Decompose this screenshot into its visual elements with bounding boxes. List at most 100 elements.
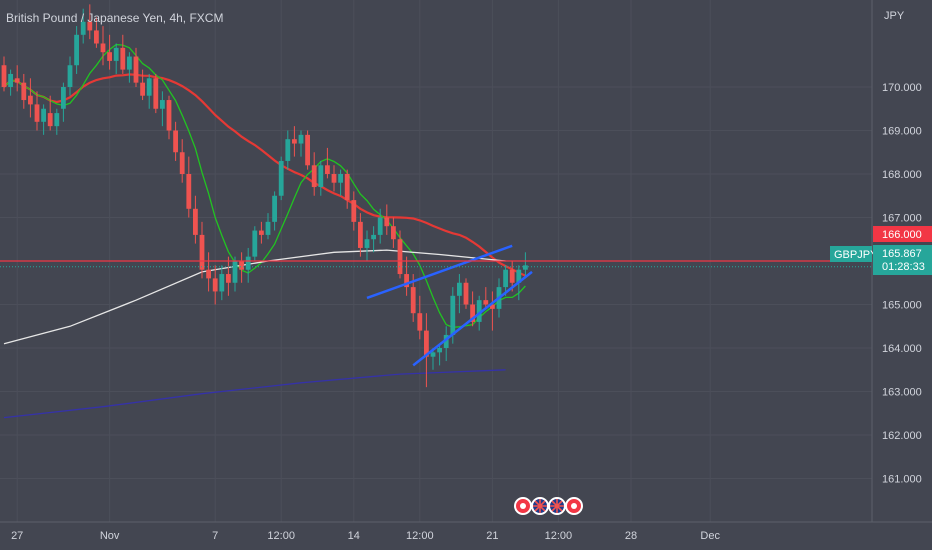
candle-body [351,200,357,222]
x-tick-label: 12:00 [406,530,434,542]
candle-body [450,295,456,335]
candle-body [232,261,238,283]
candle [8,69,13,96]
candle [14,65,20,92]
price-tag-box [873,245,932,275]
candle-body [377,217,383,235]
candle [483,287,489,309]
candle [371,226,376,253]
candle-body [61,87,66,109]
candle [179,139,185,183]
candle-body [80,21,86,35]
chart-title: British Pound / Japanese Yen, 4h, FXCM [6,11,223,25]
candle-body [272,195,277,222]
candle-body [226,274,231,283]
candle [252,226,258,261]
candle [358,213,363,257]
time-axis[interactable]: 27 Nov 7 12:00 14 12:00 21 12:00 28 Dec [11,530,720,542]
channel-lower-line[interactable] [412,270,533,367]
y-tick-label: 162.000 [882,430,922,442]
candle-body [318,165,324,188]
candle [94,17,99,48]
candle [160,91,165,127]
candle [430,348,436,370]
candle [140,69,145,101]
candle-body [509,269,515,283]
candle [80,8,86,44]
ma-red-line [3,73,526,277]
x-tick-label: 28 [625,530,637,542]
candle [265,213,271,240]
x-tick-label: 21 [486,530,498,542]
candle-body [443,334,449,348]
candle [344,169,350,209]
candle-body [410,287,416,314]
candle-body [358,221,363,248]
candle-body [430,352,436,357]
candle [100,26,106,66]
candle-body [199,234,205,270]
candle-body [483,300,489,305]
event-marker-gb-flag-icon[interactable] [531,497,549,515]
candle-body [245,256,251,270]
candle-body [523,265,528,270]
candle-body [298,134,304,144]
candle-body [67,65,73,87]
candle [186,156,192,218]
candle-body [8,73,13,87]
candle [285,130,291,170]
candle [34,91,40,131]
candle [417,295,423,340]
y-tick-label: 165.000 [882,300,922,312]
event-markers[interactable] [514,497,583,515]
moving-averages [3,43,526,419]
y-tick-label: 161.000 [882,474,922,486]
candle-body [140,82,145,96]
candle-body [371,234,376,240]
candle-body [34,104,40,122]
candle [523,252,528,279]
candle-body [120,47,126,70]
event-marker-gb-flag-icon-2[interactable] [548,497,566,515]
candle [259,221,264,244]
candle-body [21,82,27,101]
candle [272,191,277,231]
candle-body [503,269,508,288]
y-tick-label: 163.000 [882,387,922,399]
x-tick-label: Dec [700,530,720,542]
candle-body [41,108,46,122]
candle [41,104,46,135]
price-tag-countdown: 01:28:33 [882,261,925,273]
candle-body [344,174,350,201]
candle-body [107,52,112,61]
candle [54,108,60,135]
event-marker-2[interactable] [565,497,583,515]
candle [239,252,244,283]
candle-body [437,348,442,353]
candle [377,208,383,244]
candle [1,56,7,92]
candle-body [285,139,291,161]
y-tick-label: 164.000 [882,343,922,355]
candle [331,165,337,192]
candle-body [311,165,317,188]
candle-body [133,56,139,83]
y-tick-label: 167.000 [882,213,922,225]
candle [404,256,409,296]
event-marker-1[interactable] [514,497,532,515]
candle-body [457,282,462,296]
candle-body [28,95,33,105]
symbol-tag-text: GBPJPY [834,249,878,261]
candle-body [74,34,79,66]
candle-body [146,78,152,96]
candle [199,221,205,279]
candle-body [179,152,185,174]
symbol-tag-box [830,246,872,262]
candle [463,278,469,309]
price-tag: 165.867 01:28:33 [873,245,932,275]
channel-upper-line[interactable] [366,244,513,300]
candle-body [417,313,423,331]
candle [232,256,238,292]
